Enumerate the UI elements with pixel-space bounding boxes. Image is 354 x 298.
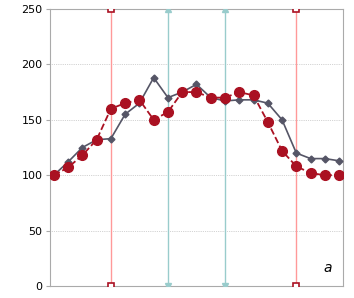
Text: a: a [323,261,332,275]
